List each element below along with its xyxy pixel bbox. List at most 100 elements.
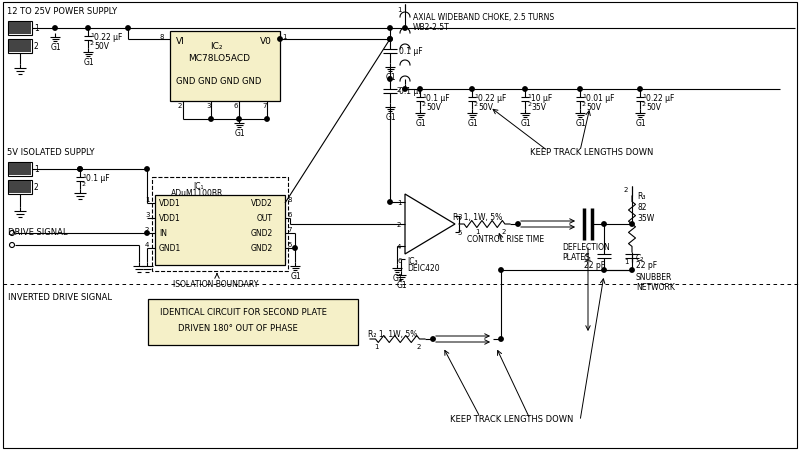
Circle shape [78,167,82,172]
Text: DEFLECTION
PLATES: DEFLECTION PLATES [562,243,610,262]
Text: G1: G1 [416,119,426,128]
Text: IDENTICAL CIRCUIT FOR SECOND PLATE: IDENTICAL CIRCUIT FOR SECOND PLATE [160,307,327,316]
Text: 1: 1 [624,258,629,264]
Text: 2: 2 [422,102,426,107]
Circle shape [53,27,58,31]
Text: 2: 2 [417,343,422,349]
Text: VDD1: VDD1 [159,198,181,207]
Circle shape [418,87,422,92]
Text: IC₁: IC₁ [193,182,203,191]
Circle shape [388,200,392,205]
Bar [9,164,31,175]
Circle shape [602,268,606,272]
Circle shape [293,246,298,251]
Text: 3: 3 [206,103,210,109]
Text: R₂ 1, 1W, 5%: R₂ 1, 1W, 5% [368,329,418,338]
Text: G1: G1 [84,58,94,67]
Text: 1: 1 [475,229,479,235]
Text: 1: 1 [145,197,150,202]
Circle shape [78,167,82,172]
Circle shape [388,38,392,42]
Text: C₁: C₁ [584,253,592,262]
Bar [9,41,31,53]
Circle shape [638,87,642,92]
Text: 0.1 μF: 0.1 μF [399,87,422,96]
Text: 0.22 μF: 0.22 μF [478,94,506,103]
Text: 1: 1 [397,7,402,13]
Text: 5: 5 [457,230,462,235]
Text: G1: G1 [576,119,586,128]
Text: C₂: C₂ [636,253,644,262]
Text: 2: 2 [397,87,402,93]
Text: AXIAL WIDEBAND CHOKE, 2.5 TURNS: AXIAL WIDEBAND CHOKE, 2.5 TURNS [413,13,554,22]
Text: G1: G1 [386,73,397,82]
Text: 6: 6 [287,212,291,217]
Circle shape [499,337,503,341]
Text: 7: 7 [262,103,266,109]
Text: 10 μF: 10 μF [531,94,552,103]
Text: SNUBBER
NETWORK: SNUBBER NETWORK [636,272,675,292]
Text: 0.01 μF: 0.01 μF [586,94,614,103]
Text: 1: 1 [282,34,286,40]
Text: G1: G1 [521,119,532,128]
Text: GND2: GND2 [251,229,274,238]
Text: 2: 2 [90,41,94,46]
Text: GND1: GND1 [159,244,182,253]
Text: GND2: GND2 [251,244,274,253]
Text: 12 TO 25V POWER SUPPLY: 12 TO 25V POWER SUPPLY [7,7,117,16]
Text: 2: 2 [502,229,506,235]
Text: 22 pF: 22 pF [584,260,605,269]
Circle shape [126,27,130,31]
Text: IN: IN [159,229,167,238]
Text: VI: VI [176,37,185,46]
Circle shape [388,78,392,82]
Circle shape [470,87,474,92]
Text: 2: 2 [82,182,86,187]
Text: 1: 1 [422,94,426,99]
Text: 50V: 50V [426,103,441,112]
Text: 0.22 μF: 0.22 μF [94,33,122,42]
Text: G1: G1 [468,119,478,128]
Text: DRIVEN 180° OUT OF PHASE: DRIVEN 180° OUT OF PHASE [178,323,298,332]
Text: MC78LO5ACD: MC78LO5ACD [188,54,250,63]
Text: 5: 5 [287,241,291,248]
Text: V0: V0 [260,37,272,46]
Text: 2: 2 [145,226,150,232]
Text: 50V: 50V [94,42,109,51]
Text: 1: 1 [90,33,94,38]
Text: 1: 1 [527,94,531,99]
Text: DEIC420: DEIC420 [407,263,440,272]
Circle shape [388,38,392,42]
Text: R₃: R₃ [637,192,646,201]
Circle shape [265,118,270,122]
Text: DRIVE SIGNAL: DRIVE SIGNAL [8,227,67,236]
Bar [170,32,280,102]
Text: R₁ 1, 1W, 5%: R₁ 1, 1W, 5% [453,212,502,221]
Circle shape [145,167,149,172]
Text: 4: 4 [145,241,150,248]
Text: KEEP TRACK LENGTHS DOWN: KEEP TRACK LENGTHS DOWN [530,147,654,156]
Text: CONTROL RISE TIME: CONTROL RISE TIME [467,235,544,244]
Text: GND GND GND GND: GND GND GND GND [176,77,262,86]
Circle shape [403,87,407,92]
Text: 0.1 μF: 0.1 μF [86,174,110,183]
Text: 0.1 μF: 0.1 μF [399,47,422,56]
Text: G1: G1 [51,43,62,52]
Text: 50V: 50V [478,103,493,112]
Text: 3: 3 [145,212,150,217]
Circle shape [209,118,213,122]
Text: 1: 1 [642,94,646,99]
Bar [9,182,31,193]
Text: 2: 2 [527,102,531,107]
Text: G1: G1 [386,113,397,122]
Circle shape [403,27,407,31]
Text: 2: 2 [642,102,646,107]
Text: 50V: 50V [646,103,661,112]
Text: 1: 1 [34,165,38,174]
Text: 50V: 50V [586,103,601,112]
Circle shape [630,268,634,272]
Text: 2: 2 [474,102,478,107]
Text: 1: 1 [474,94,478,99]
Text: VDD1: VDD1 [159,213,181,222]
Text: IC₃: IC₃ [407,257,418,265]
